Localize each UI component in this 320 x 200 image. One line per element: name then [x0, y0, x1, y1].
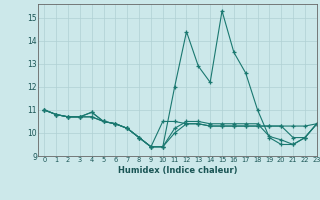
X-axis label: Humidex (Indice chaleur): Humidex (Indice chaleur)	[118, 166, 237, 175]
